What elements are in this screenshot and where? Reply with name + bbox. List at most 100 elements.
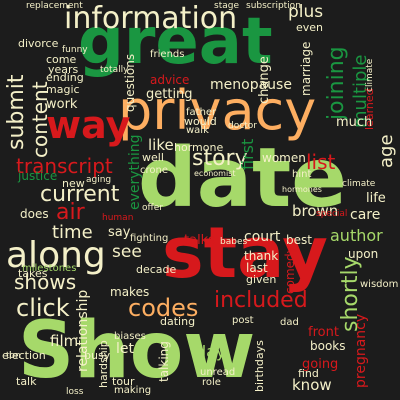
word-walk: walk [186, 125, 209, 136]
word-click: click [16, 294, 70, 322]
word-role: role [202, 377, 221, 388]
word-time: time [52, 222, 93, 243]
word-codes: codes [128, 294, 199, 322]
word-life: life [366, 191, 386, 206]
word-given: given [246, 273, 277, 286]
word-along: along [6, 235, 106, 276]
word-babes: babes [220, 237, 248, 247]
word-climate: climate [342, 179, 376, 189]
word-author: author [330, 226, 383, 245]
word-privacy: privacy [118, 79, 317, 142]
word-even: even [296, 21, 324, 34]
word-plus: plus [288, 2, 324, 22]
word-care: care [350, 207, 381, 223]
word-wisdom: wisdom [360, 279, 399, 290]
word-does: does [20, 207, 49, 221]
word-busy: busy [84, 349, 111, 362]
word-like: like [148, 136, 174, 154]
word-dating: dating [160, 315, 196, 328]
word-fighting: fighting [130, 233, 169, 244]
word-unread: unread [200, 367, 236, 378]
word-front: front [308, 325, 339, 340]
word-current: current [40, 182, 120, 207]
word-making: making [114, 385, 152, 396]
word-totally: totally [100, 65, 129, 75]
word-ton: ton [6, 351, 21, 361]
word-divorce: divorce [18, 37, 59, 50]
word-film: film [50, 332, 79, 350]
word-women: women [262, 151, 306, 165]
word-talking: talking [157, 341, 171, 382]
word-talk: talk [16, 375, 37, 388]
word-birthdays: birthdays [253, 340, 266, 392]
word-court: court [244, 229, 281, 245]
word-let: let [116, 341, 134, 357]
word-advice: advice [150, 73, 190, 87]
word-well: well [142, 151, 164, 164]
word-post: post [232, 315, 254, 326]
word-submit: submit [4, 74, 29, 150]
word-pregnancy: pregnancy [353, 313, 369, 388]
word-come: come [46, 53, 77, 66]
word-would: would [184, 115, 217, 128]
word-story: story [192, 146, 248, 171]
word-one: hint [292, 169, 312, 180]
word-first: first [238, 138, 257, 170]
word-aging: aging [86, 175, 112, 185]
word-see: see [112, 242, 142, 262]
word-years: years [48, 63, 79, 76]
word-find: find [298, 367, 319, 380]
word-way: way [46, 103, 131, 147]
word-air: air [56, 200, 85, 225]
word-decade: decade [136, 263, 177, 276]
word-economist: economist [194, 169, 236, 178]
word-information: information [64, 1, 238, 36]
word-magic: magic [46, 83, 80, 96]
word-subscription: subscription [246, 1, 301, 11]
word-milestones: milestones [22, 263, 77, 274]
word-justice: justice [18, 169, 58, 183]
word-joining: joining [324, 46, 349, 120]
word-father: father [186, 107, 217, 118]
word-new: new [62, 177, 85, 190]
word-friends: friends [150, 49, 185, 60]
word-books: books [310, 339, 346, 353]
word-included: included [214, 288, 308, 313]
word-age: age [376, 134, 397, 168]
word-offer: offer [142, 203, 163, 213]
word-upon: upon [348, 247, 379, 261]
word-stay: stay [162, 212, 328, 294]
word-ending: ending [46, 71, 84, 84]
word-brown: brown [292, 202, 339, 220]
word-getting: getting [146, 87, 193, 102]
word-say: say [108, 225, 131, 240]
word-going: going [302, 357, 339, 372]
word-thank: thank [244, 249, 279, 263]
word-therapy: climate [365, 58, 375, 92]
word-great: great [78, 5, 273, 79]
word-day: day [196, 342, 226, 361]
word-makes: makes [110, 285, 150, 299]
word-hardship: hardship [97, 340, 110, 388]
word-dad: dad [280, 317, 299, 328]
word-questions: questions [123, 53, 137, 112]
word-list: list [306, 150, 336, 174]
word-menopause: menopause [210, 77, 292, 93]
word-comedy: comedy [283, 246, 297, 294]
word-hormone: hormone [174, 141, 224, 154]
word-marriage: marriage [299, 41, 313, 96]
word-show: Show [18, 306, 256, 396]
word-takes: takes [18, 267, 48, 280]
word-loss: loss [66, 387, 84, 397]
word-doctor: doctor [228, 121, 257, 131]
word-transcript: transcript [16, 154, 113, 178]
word-biases: biases [114, 331, 146, 342]
word-much: much [336, 115, 373, 130]
word-hormones: hormones [282, 185, 322, 194]
word-know: know [292, 376, 332, 394]
word-work: work [46, 97, 78, 112]
word-best: best [286, 233, 312, 247]
word-crone: crone [140, 165, 168, 176]
word-replacement: replacement [26, 1, 83, 11]
